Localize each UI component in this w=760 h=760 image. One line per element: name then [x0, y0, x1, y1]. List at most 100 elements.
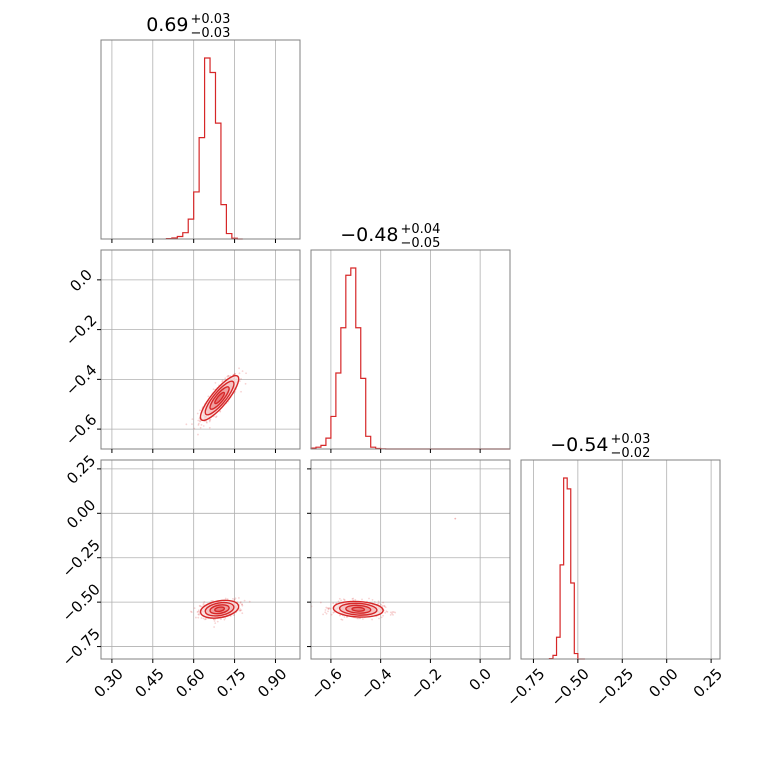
sample-point: [352, 597, 355, 600]
x-tick-label: 0.75: [213, 665, 249, 701]
y-tick-label: −0.2: [62, 311, 100, 349]
sample-point: [234, 373, 237, 375]
sample-point: [241, 603, 244, 606]
sample-point: [351, 597, 354, 600]
density-contour: [214, 606, 226, 613]
sample-point: [324, 609, 327, 611]
x-tick-label: 0.90: [254, 665, 290, 701]
sample-point: [203, 618, 206, 621]
sample-point: [205, 421, 208, 424]
x-tick-label: 0.45: [131, 665, 167, 701]
sample-point: [243, 599, 246, 602]
sample-point: [213, 620, 216, 622]
panel-frame: [520, 459, 721, 660]
sample-point: [245, 372, 247, 375]
sample-point: [207, 395, 210, 398]
sample-point: [197, 422, 200, 425]
x-tick-label: 0.0: [466, 665, 496, 695]
sample-point: [197, 609, 200, 612]
sample-point: [214, 381, 217, 384]
sample-point: [358, 617, 361, 620]
title-upper-error: +0.04: [401, 222, 441, 237]
sample-point: [197, 433, 199, 436]
sample-point: [233, 598, 236, 601]
sample-point: [199, 420, 202, 423]
sample-point: [200, 605, 203, 608]
sample-point: [381, 604, 384, 607]
sample-point: [240, 609, 243, 612]
x-tick-label: −0.75: [503, 665, 548, 710]
sample-point: [327, 608, 330, 610]
sample-point: [185, 423, 188, 426]
sample-point: [332, 602, 335, 605]
sample-point: [346, 616, 348, 618]
panel-frame: [310, 249, 511, 450]
sample-point: [224, 617, 227, 619]
panel-title: 0.69 +0.03−0.03: [146, 12, 230, 41]
sample-point: [226, 375, 229, 378]
x-tick-label: 0.60: [172, 665, 208, 701]
density-contour: [214, 391, 226, 405]
x-tick-label: −0.2: [407, 665, 445, 703]
sample-point: [233, 372, 236, 375]
panel-frame: [100, 39, 301, 240]
sample-point: [340, 618, 343, 621]
sample-point: [197, 419, 200, 422]
sample-point: [202, 603, 205, 606]
sample-point: [377, 600, 380, 603]
x-tick-label: 0.30: [91, 665, 127, 701]
y-tick-label: −0.25: [59, 536, 104, 581]
sample-point: [198, 604, 201, 607]
sample-point: [340, 599, 342, 602]
sample-point: [197, 616, 200, 619]
panel-title: −0.48 +0.04−0.05: [340, 222, 440, 251]
sample-point: [226, 598, 229, 600]
y-tick-label: 0.25: [63, 451, 99, 487]
sample-point: [454, 517, 457, 520]
sample-point: [343, 616, 346, 618]
sample-point: [238, 367, 240, 370]
scatter-panel: −0.6 −0.4 −0.2 0.0: [307, 459, 511, 703]
sample-point: [191, 423, 193, 426]
sample-point: [213, 626, 216, 628]
sample-point: [329, 607, 332, 610]
sample-point: [200, 423, 203, 426]
title-lower-error: −0.02: [611, 446, 651, 461]
histogram-panel: [310, 249, 511, 453]
sample-point: [339, 614, 341, 617]
sample-point: [197, 613, 200, 616]
sample-point: [380, 603, 383, 606]
sample-point: [208, 419, 211, 422]
sample-point: [377, 602, 380, 605]
sample-point: [394, 611, 397, 614]
sample-point: [232, 614, 235, 616]
sample-point: [203, 600, 206, 603]
sample-point: [223, 618, 226, 621]
sample-point: [227, 374, 230, 377]
sample-point: [212, 388, 215, 391]
sample-point: [202, 425, 205, 427]
histogram-step: [548, 477, 585, 660]
sample-point: [392, 611, 395, 613]
sample-point: [234, 597, 237, 600]
sample-point: [210, 599, 213, 602]
sample-point: [216, 620, 219, 623]
sample-point: [330, 613, 333, 616]
histogram-step: [310, 267, 510, 450]
sample-point: [325, 612, 328, 615]
sample-point: [383, 605, 386, 608]
scatter-samples: [190, 597, 251, 628]
sample-point: [342, 598, 345, 601]
x-tick-label: −0.25: [592, 665, 637, 710]
sample-point: [237, 597, 240, 599]
panel-frame: [100, 459, 301, 660]
sample-point: [244, 382, 247, 385]
x-tick-label: −0.6: [307, 665, 345, 703]
sample-point: [214, 416, 217, 419]
sample-point: [215, 415, 218, 418]
sample-point: [239, 609, 241, 612]
sample-point: [219, 410, 222, 413]
sample-point: [392, 613, 394, 616]
sample-point: [357, 617, 360, 620]
sample-point: [391, 611, 394, 613]
